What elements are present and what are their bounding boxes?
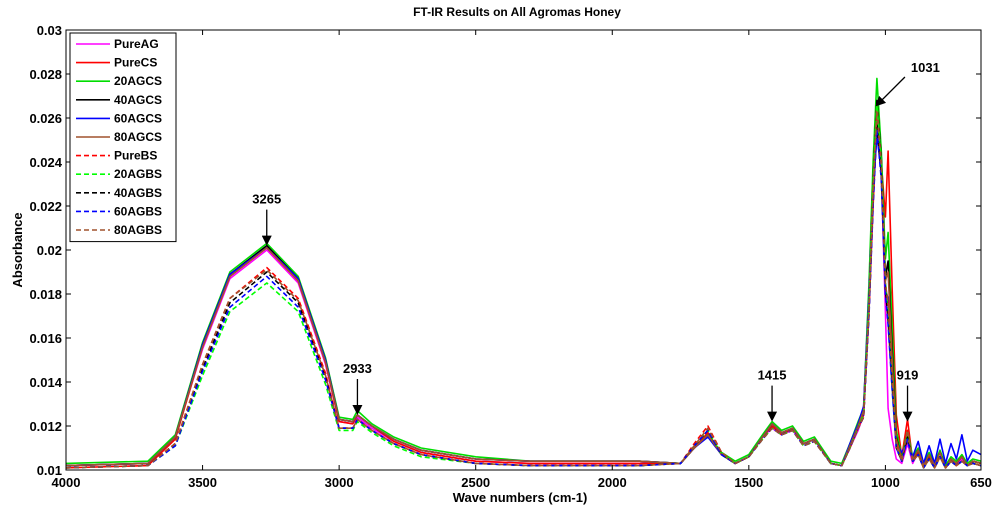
series-layer: [65, 77, 982, 469]
legend-label: 40AGBS: [114, 186, 162, 200]
legend-label: 20AGCS: [114, 74, 162, 88]
plot-area: [66, 30, 981, 470]
annotation-label: 919: [897, 368, 919, 383]
legend-label: 80AGCS: [114, 130, 162, 144]
x-tick-label: 3500: [188, 475, 217, 490]
annotation-label: 2933: [343, 361, 372, 376]
y-tick-label: 0.028: [29, 67, 62, 82]
x-tick-label: 2500: [461, 475, 490, 490]
y-tick-label: 0.012: [29, 419, 62, 434]
y-tick-label: 0.01: [37, 463, 62, 478]
legend: PureAG PureCS 20AGCS 40AGCS 60AGCS 80AGCS Pure…: [69, 32, 177, 243]
legend-label: 20AGBS: [114, 167, 162, 181]
legend-label: PureCS: [114, 56, 157, 70]
y-tick-label: 0.02: [37, 243, 62, 258]
y-tick-label: 0.03: [37, 23, 62, 38]
x-tick-label: 650: [970, 475, 992, 490]
x-tick-label: 2000: [598, 475, 627, 490]
y-axis-label: Absorbance: [10, 212, 25, 287]
annotation-layer: 3265 2933 1415 1031 919: [252, 60, 940, 422]
annotation-arrow: [875, 76, 906, 107]
annotation-label: 1415: [758, 368, 787, 383]
y-tick-label: 0.026: [29, 111, 62, 126]
x-axis-label: Wave numbers (cm-1): [453, 490, 588, 505]
series-line-80agcs: [65, 104, 982, 469]
y-tick-label: 0.022: [29, 199, 62, 214]
x-tick-label: 1000: [871, 475, 900, 490]
annotation-label: 1031: [911, 60, 940, 75]
y-tick-label: 0.024: [29, 155, 62, 170]
y-tick-label: 0.016: [29, 331, 62, 346]
legend-label: PureBS: [114, 149, 157, 163]
series-line-80agbs: [65, 110, 982, 469]
x-tick-label: 3000: [325, 475, 354, 490]
legend-label: 40AGCS: [114, 93, 162, 107]
annotation-label: 3265: [252, 192, 281, 207]
series-line-20agcs: [65, 77, 982, 467]
x-tick-label: 4000: [52, 475, 81, 490]
legend-label: 60AGBS: [114, 204, 162, 218]
chart-title: FT-IR Results on All Agromas Honey: [413, 5, 621, 19]
y-tick-label: 0.014: [29, 375, 62, 390]
legend-label: 60AGCS: [114, 111, 162, 125]
y-tick-label: 0.018: [29, 287, 62, 302]
legend-label: 80AGBS: [114, 223, 162, 237]
tick-layer: 4000 3500 3000 2500 2000 1500 1000 650 0.01 0.012…: [29, 23, 991, 490]
x-tick-label: 1500: [734, 475, 763, 490]
legend-label: PureAG: [114, 37, 159, 51]
